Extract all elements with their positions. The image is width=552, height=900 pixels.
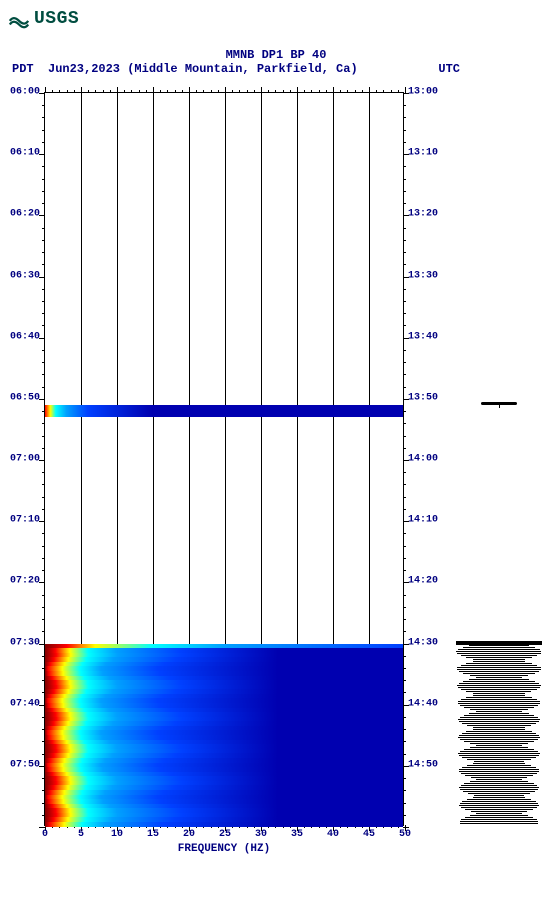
date-location: Jun23,2023 (Middle Mountain, Parkfield, …: [48, 62, 358, 76]
tz-right: UTC: [438, 62, 460, 76]
ytick-pdt: 07:10: [10, 515, 40, 526]
y-axis-utc: 13:0013:1013:2013:3013:4013:5014:0014:10…: [406, 92, 448, 826]
ytick-pdt: 06:20: [10, 209, 40, 220]
xtick-label: 35: [291, 829, 303, 840]
ytick-pdt: 07:20: [10, 576, 40, 587]
ytick-utc: 14:20: [408, 576, 438, 587]
ytick-pdt: 06:00: [10, 87, 40, 98]
ytick-pdt: 06:50: [10, 392, 40, 403]
ytick-pdt: 07:30: [10, 637, 40, 648]
ytick-pdt: 06:40: [10, 331, 40, 342]
ytick-utc: 13:30: [408, 270, 438, 281]
ytick-utc: 13:40: [408, 331, 438, 342]
ytick-utc: 14:10: [408, 515, 438, 526]
ytick-pdt: 07:00: [10, 454, 40, 465]
ytick-utc: 14:50: [408, 759, 438, 770]
xtick-label: 20: [183, 829, 195, 840]
xtick-label: 0: [42, 829, 48, 840]
spectrogram-chart: MMNB DP1 BP 40 PDT Jun23,2023 (Middle Mo…: [0, 48, 552, 900]
ytick-utc: 13:20: [408, 209, 438, 220]
seismogram-sidebar: [454, 92, 544, 826]
xtick-label: 15: [147, 829, 159, 840]
ytick-pdt: 07:40: [10, 698, 40, 709]
y-axis-pdt: 06:0006:1006:2006:3006:4006:5007:0007:10…: [0, 92, 42, 826]
logo-text: USGS: [34, 9, 79, 29]
ytick-pdt: 06:30: [10, 270, 40, 281]
ytick-pdt: 06:10: [10, 148, 40, 159]
xtick-label: 50: [399, 829, 411, 840]
spectrogram-plot: FREQUENCY (HZ) 05101520253035404550: [44, 92, 404, 826]
xtick-label: 25: [219, 829, 231, 840]
ytick-pdt: 07:50: [10, 759, 40, 770]
spectro-event: [45, 405, 403, 417]
xtick-label: 45: [363, 829, 375, 840]
xtick-label: 10: [111, 829, 123, 840]
chart-title: MMNB DP1 BP 40: [0, 48, 552, 62]
ytick-utc: 13:50: [408, 392, 438, 403]
usgs-logo: USGS: [8, 8, 552, 30]
x-axis-label: FREQUENCY (HZ): [178, 843, 270, 855]
ytick-utc: 13:00: [408, 87, 438, 98]
ytick-utc: 14:40: [408, 698, 438, 709]
xtick-label: 40: [327, 829, 339, 840]
wave-icon: [8, 8, 30, 30]
tz-left: PDT: [12, 62, 34, 76]
spectro-event: [45, 644, 403, 828]
xtick-label: 30: [255, 829, 267, 840]
ytick-utc: 14:30: [408, 637, 438, 648]
xtick-label: 5: [78, 829, 84, 840]
ytick-utc: 13:10: [408, 148, 438, 159]
seismo-trace: [454, 643, 544, 827]
ytick-utc: 14:00: [408, 454, 438, 465]
